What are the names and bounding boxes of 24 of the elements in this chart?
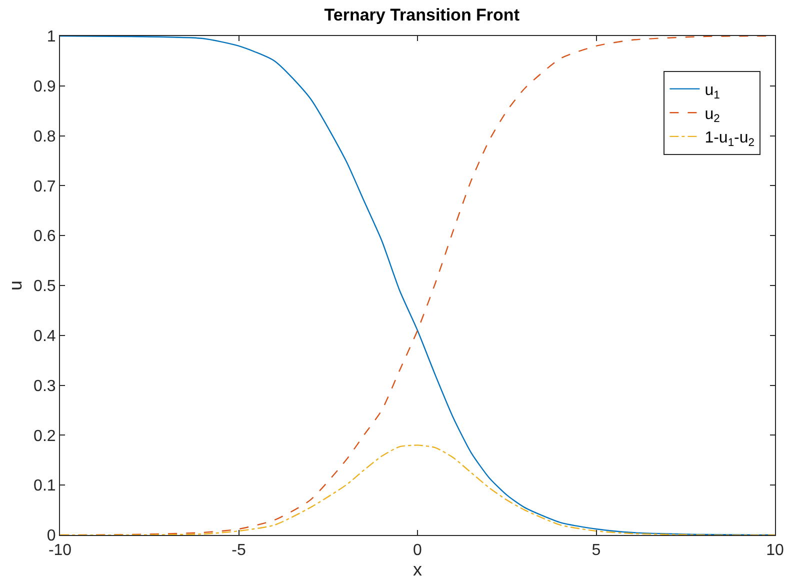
line-series <box>60 444 775 535</box>
legend-label: u$_{2}$ <box>704 106 720 126</box>
y-tick-label: 0.2 <box>34 428 56 445</box>
legend-label: 1-u$_{1}$-u$_{2}$ <box>704 130 755 150</box>
x-tick-label: -5 <box>232 542 246 560</box>
legend-label: u$_{1}$ <box>704 82 720 102</box>
y-tick-label: 1 <box>46 28 56 46</box>
y-tick-label: 0.3 <box>34 378 56 395</box>
x-tick-label: 5 <box>592 542 601 560</box>
x-tick-label: 0 <box>413 542 422 560</box>
line-series <box>60 36 775 535</box>
x-tick-label: 10 <box>766 542 784 560</box>
y-tick-label: 0.9 <box>34 78 56 96</box>
y-tick-label: 0.7 <box>34 178 56 196</box>
y-axis-title: u <box>6 280 26 291</box>
y-tick-label: 0.6 <box>34 228 56 246</box>
y-tick-label: 0.8 <box>34 128 56 146</box>
y-tick-label: 0 <box>46 528 56 545</box>
y-tick-label: 0.4 <box>34 328 56 345</box>
x-tick-label: -10 <box>48 542 72 560</box>
y-tick-label: 0.5 <box>34 278 56 296</box>
x-axis-title: x <box>413 559 422 580</box>
chart-title: Ternary Transition Front <box>324 6 520 25</box>
y-tick-label: 0.1 <box>34 478 56 495</box>
